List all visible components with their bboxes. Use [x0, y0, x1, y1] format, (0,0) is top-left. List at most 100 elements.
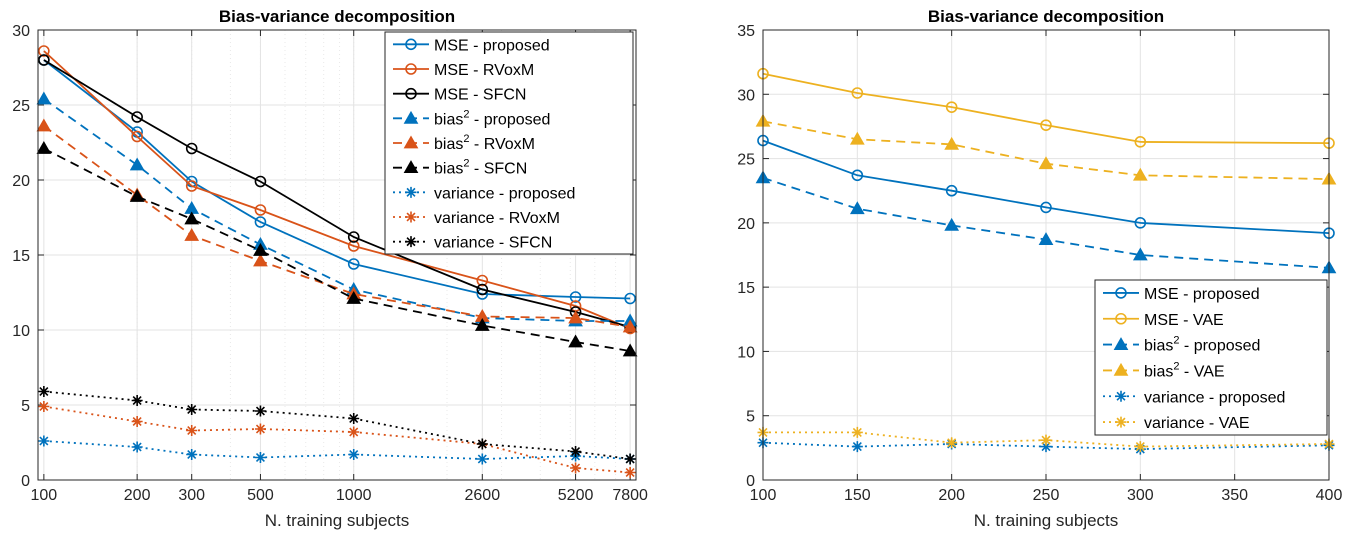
y-tick-label: 15 — [737, 280, 755, 297]
legend-entry: variance - VAE — [1144, 415, 1250, 432]
legend-marker — [1115, 390, 1127, 402]
data-point — [1038, 156, 1054, 170]
data-point — [131, 130, 143, 143]
series-line-variance-vae — [763, 431, 1330, 448]
legend-entry: variance - proposed — [1144, 389, 1285, 406]
legend-entry: bias2 - RVoxM — [434, 133, 535, 153]
x-tick-label: 300 — [178, 487, 205, 504]
data-point — [851, 426, 863, 438]
data-point — [476, 274, 489, 287]
legend-marker — [405, 63, 417, 75]
data-point — [36, 140, 52, 154]
x-tick-label: 150 — [844, 487, 871, 504]
legend-entry: MSE - proposed — [434, 37, 550, 54]
data-point — [186, 449, 198, 460]
legend-entry: bias2 - SFCN — [434, 158, 527, 178]
data-point — [851, 169, 864, 182]
legend: MSE - proposed MSE - VAE bias2 - proposed b… — [1094, 279, 1328, 436]
legend-marker — [405, 186, 417, 198]
data-point — [624, 467, 636, 478]
data-point — [476, 438, 488, 450]
legend-marker — [403, 110, 419, 124]
data-point — [347, 258, 360, 270]
legend-entry: MSE - proposed — [1144, 286, 1260, 303]
data-point — [253, 242, 268, 256]
series-line-bias2-proposed — [43, 98, 631, 322]
chart-panel-2: 100 150 200 250 300 350 400 0 5 10 15 20 25 30 35 Bias-… — [737, 7, 1342, 530]
legend-entry: bias2 - VAE — [1144, 360, 1225, 380]
data-point — [184, 227, 200, 241]
chart-title: Bias-variance decomposition — [928, 7, 1164, 26]
series-mse-proposed — [757, 134, 1335, 239]
data-point — [849, 131, 865, 145]
data-point — [1134, 136, 1147, 148]
legend-entry: variance - SFCN — [434, 235, 552, 252]
series-line-variance-proposed — [43, 440, 631, 460]
data-point — [254, 204, 267, 216]
axes-box — [762, 29, 1330, 481]
data-point — [624, 292, 636, 305]
x-tick-label: 2600 — [465, 487, 501, 504]
legend-entry: MSE - SFCN — [434, 87, 526, 104]
data-point — [945, 101, 958, 113]
data-point — [945, 184, 958, 197]
data-point — [38, 54, 50, 66]
data-point — [185, 142, 198, 155]
data-point — [476, 453, 488, 465]
data-point — [131, 111, 143, 123]
data-point — [36, 118, 52, 132]
data-point — [570, 446, 582, 457]
chart-title: Bias-variance decomposition — [219, 7, 455, 26]
data-point — [1038, 232, 1054, 245]
y-tick-label: 15 — [12, 248, 30, 265]
data-point — [129, 188, 145, 202]
x-tick-label: 350 — [1221, 487, 1248, 504]
data-point — [1134, 217, 1147, 229]
legend-marker — [1113, 337, 1129, 350]
data-point — [944, 217, 960, 231]
data-point — [131, 416, 143, 427]
legend-box — [1094, 279, 1328, 436]
data-point — [347, 231, 360, 243]
data-point — [131, 441, 143, 453]
series-line-variance-rvoxm — [43, 405, 631, 474]
y-tick-label: 30 — [737, 87, 755, 104]
y-tick-label: 5 — [746, 409, 755, 426]
x-tick-label: 1000 — [336, 487, 372, 504]
x-tick-label: 400 — [1316, 487, 1343, 504]
legend-entry: bias2 - proposed — [434, 108, 550, 128]
x-tick-label: 200 — [938, 487, 965, 504]
data-point — [1132, 167, 1148, 181]
series-line-bias2-rvoxm — [43, 125, 631, 328]
data-point — [570, 462, 582, 474]
legend-marker — [405, 38, 417, 51]
chart-panel-1: 100 200 300 500 1000 2600 5200 7800 0 5 10 15 20 25 30… — [12, 7, 648, 530]
legend-entry: variance - RVoxM — [434, 210, 560, 227]
y-tick-label: 20 — [12, 173, 30, 190]
x-tick-label: 7800 — [612, 487, 648, 504]
legend-marker — [403, 135, 419, 149]
data-point — [253, 253, 268, 267]
data-point — [568, 310, 583, 324]
data-point — [348, 449, 360, 460]
legend: MSE - proposed MSE - RVoxM MSE - SFCN bias2… — [384, 31, 634, 255]
data-point — [254, 175, 267, 188]
series-bias2-sfcn — [36, 140, 638, 357]
data-point — [851, 87, 864, 99]
data-point — [254, 452, 266, 463]
data-point — [38, 435, 50, 447]
data-point — [622, 319, 638, 333]
x-tick-label: 250 — [1033, 487, 1060, 504]
y-tick-label: 10 — [12, 323, 30, 340]
series-variance-sfcn — [38, 386, 636, 465]
data-point — [1040, 201, 1052, 214]
data-point — [348, 426, 360, 438]
y-tick-label: 25 — [12, 98, 30, 115]
legend-entry: bias2 - proposed — [1144, 335, 1260, 355]
legend-entry: MSE - RVoxM — [434, 62, 534, 79]
axes-box — [37, 29, 637, 481]
legend-marker — [1115, 287, 1127, 299]
x-tick-label: 5200 — [558, 487, 594, 504]
data-point — [849, 201, 865, 215]
